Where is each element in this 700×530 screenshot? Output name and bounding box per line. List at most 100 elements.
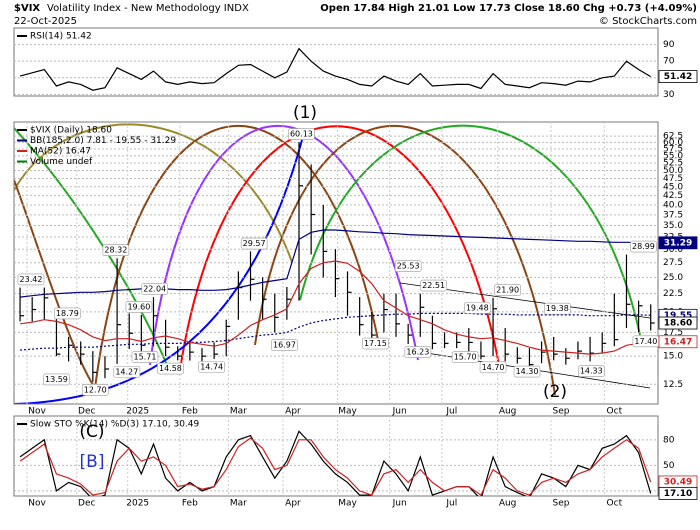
y-tick-label: 37.5 bbox=[663, 210, 683, 220]
annotation: 14.27 bbox=[115, 367, 138, 376]
symbol-name: Volatility Index - New Methodology INDX bbox=[47, 3, 249, 14]
annotation-box bbox=[157, 362, 184, 375]
symbol: $VIX bbox=[14, 3, 40, 14]
annotation-box bbox=[125, 301, 153, 313]
y-tick-label: 12.5 bbox=[663, 380, 683, 390]
annotation: 22.51 bbox=[422, 281, 445, 290]
y-tick-label: 60.0 bbox=[663, 138, 683, 148]
x-tick-label: Jun bbox=[392, 499, 407, 509]
y-tick-label: 52.5 bbox=[663, 159, 683, 169]
annotation: 14.70 bbox=[482, 363, 505, 372]
annotation: 13.59 bbox=[45, 375, 68, 384]
y-tick-label: 40.0 bbox=[663, 200, 683, 210]
annotation: 22.04 bbox=[143, 284, 166, 293]
y-tick-label: 30 bbox=[663, 90, 675, 100]
y-tick-label: 15.0 bbox=[663, 352, 683, 362]
x-tick-label: May bbox=[338, 407, 357, 417]
y-tick-label: 62.5 bbox=[663, 132, 683, 142]
series-line bbox=[19, 47, 652, 91]
x-tick-label: May bbox=[338, 499, 357, 509]
annotation: 12.70 bbox=[84, 385, 107, 394]
wave-label: (1) bbox=[293, 103, 317, 123]
annotation-box bbox=[394, 260, 422, 272]
x-tick-label: Sep bbox=[552, 407, 569, 417]
annotation-box bbox=[43, 373, 70, 386]
y-tick-label: 45.0 bbox=[663, 182, 683, 192]
wave-label: [B] bbox=[80, 452, 105, 472]
y-tick-label: 25.0 bbox=[663, 273, 683, 283]
legend-label: Slow STO %K(14) %D(3) 17.10, 30.49 bbox=[30, 420, 200, 430]
y-tick-label: 22.5 bbox=[663, 289, 683, 299]
value-flag bbox=[658, 236, 698, 250]
y-tick-label: 17.5 bbox=[663, 328, 683, 338]
value-flag bbox=[658, 486, 698, 500]
annotation-box bbox=[630, 240, 657, 253]
annotation-box bbox=[288, 128, 315, 140]
annotation: 16.23 bbox=[406, 348, 429, 357]
value-flag-label: 30.49 bbox=[664, 477, 692, 487]
value-flag-label: 16.47 bbox=[664, 337, 692, 347]
y-tick-label: 50.0 bbox=[663, 166, 683, 176]
panel-frame bbox=[13, 415, 659, 497]
plot-area bbox=[14, 44, 658, 95]
y-tick-label: 90 bbox=[663, 40, 675, 50]
annotation: 28.99 bbox=[632, 242, 655, 251]
x-tick-label: Mar bbox=[230, 407, 247, 417]
arc bbox=[94, 124, 379, 389]
annotation-box bbox=[17, 273, 45, 286]
annotation-box bbox=[113, 366, 141, 378]
x-tick-label: Nov bbox=[28, 407, 46, 417]
annotation-box bbox=[420, 279, 447, 292]
y-tick-label: 30.0 bbox=[663, 245, 683, 255]
x-tick-label: Apr bbox=[285, 407, 301, 417]
x-tick-label: Apr bbox=[285, 499, 301, 509]
cycle-arcs bbox=[14, 123, 651, 404]
annotation-box bbox=[451, 351, 479, 363]
annotation: 14.74 bbox=[200, 362, 223, 371]
y-tick-label: 35.0 bbox=[663, 221, 683, 231]
annotation-box bbox=[198, 361, 225, 373]
annotation: 21.90 bbox=[496, 285, 519, 294]
plot-area bbox=[14, 416, 658, 496]
annotation: 17.40 bbox=[634, 337, 657, 346]
x-tick-label: Feb bbox=[182, 499, 198, 509]
plot-area bbox=[14, 122, 658, 404]
x-tick-label: Dec bbox=[78, 407, 95, 417]
panel-frame bbox=[13, 27, 659, 97]
series-line bbox=[20, 229, 651, 298]
series-line bbox=[20, 312, 651, 351]
arc bbox=[14, 179, 96, 389]
x-tick-label: 2025 bbox=[126, 407, 149, 417]
annotation-box bbox=[54, 307, 81, 320]
annotation-box bbox=[494, 284, 521, 296]
y-tick-label: 80 bbox=[663, 435, 675, 445]
value-flag-label: 18.60 bbox=[664, 319, 692, 329]
x-tick-label: Jun bbox=[392, 407, 407, 417]
legend-label: BB(185,2.0) 7.81 - 19.55 - 31.29 bbox=[30, 136, 176, 146]
x-tick-label: Dec bbox=[78, 499, 95, 509]
arc bbox=[299, 124, 641, 336]
annotation: 15.71 bbox=[134, 353, 157, 362]
value-flag-label: 31.29 bbox=[664, 238, 692, 248]
x-tick-label: Feb bbox=[182, 407, 198, 417]
annotation: 14.58 bbox=[159, 364, 182, 373]
annotation-box bbox=[240, 237, 268, 250]
legend-label: RSI(14) 51.42 bbox=[30, 32, 92, 42]
annotation-box bbox=[362, 337, 389, 350]
legend-label: Volume undef bbox=[30, 157, 93, 167]
x-tick-label: Nov bbox=[28, 499, 46, 509]
y-tick-label: 50 bbox=[663, 461, 675, 471]
annotation: 15.70 bbox=[454, 353, 477, 362]
annotation: 14.33 bbox=[580, 367, 603, 376]
x-tick-label: Oct bbox=[607, 499, 623, 509]
arc bbox=[149, 125, 419, 366]
annotation: 25.53 bbox=[397, 262, 420, 271]
annotation-box bbox=[81, 384, 109, 396]
value-flag-label: 17.10 bbox=[664, 489, 692, 499]
wave-label: (C) bbox=[79, 422, 104, 442]
annotation-box bbox=[479, 361, 507, 374]
x-tick-label: Aug bbox=[499, 499, 517, 509]
annotation-box bbox=[404, 346, 432, 358]
series-line bbox=[19, 430, 652, 496]
annotation: 18.79 bbox=[56, 309, 79, 318]
